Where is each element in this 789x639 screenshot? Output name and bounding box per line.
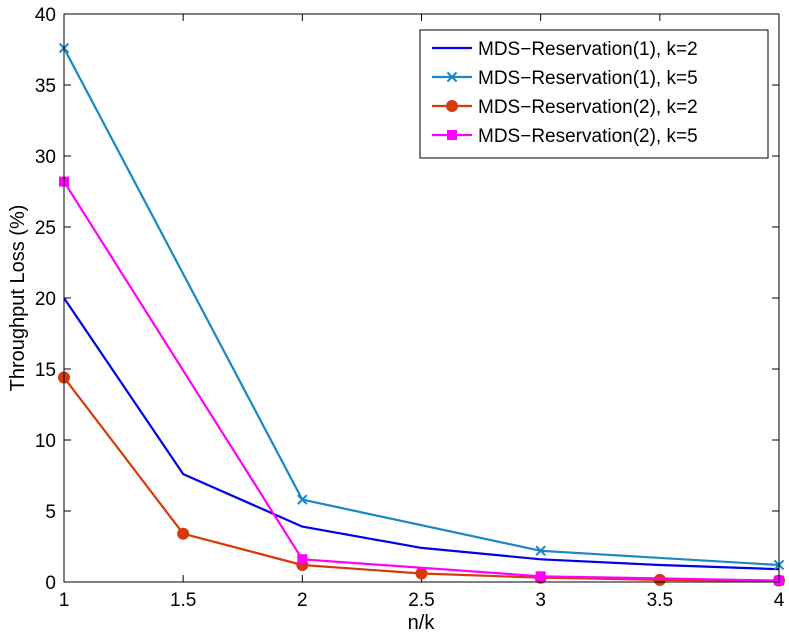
legend-entry-1: MDS−Reservation(1), k=2 <box>432 39 698 60</box>
series-2-point <box>535 545 546 556</box>
series-4-point <box>535 571 546 582</box>
legend-label: MDS−Reservation(2), k=2 <box>478 97 698 118</box>
y-tick-label: 5 <box>45 502 56 523</box>
legend-swatch-marker <box>446 100 458 112</box>
series-2-point-stroke-b <box>297 494 308 505</box>
legend-box <box>419 29 769 159</box>
legend-label: MDS−Reservation(2), k=5 <box>478 126 698 147</box>
x-tick-label: 1.5 <box>170 590 196 611</box>
legend: MDS−Reservation(1), k=2 MDS−Reservation(1… <box>419 29 769 159</box>
x-tick-label: 3.5 <box>647 590 673 611</box>
x-tick-label: 2 <box>297 590 308 611</box>
x-tick-label: 2.5 <box>408 590 434 611</box>
series-2-point-stroke-b <box>535 545 546 556</box>
legend-swatch-marker <box>446 71 458 83</box>
x-tick-label: 1 <box>59 590 70 611</box>
x-tick-label: 4 <box>774 590 785 611</box>
y-axis-label: Throughput Loss (%) <box>7 205 29 392</box>
legend-label: MDS−Reservation(1), k=5 <box>478 68 698 89</box>
y-tick-label: 20 <box>35 289 56 310</box>
legend-swatch-marker <box>447 130 457 140</box>
series-4-point <box>297 554 308 565</box>
series-4-line <box>63 181 780 582</box>
y-tick-label: 30 <box>35 147 56 168</box>
series-3-point <box>653 573 666 586</box>
y-tick-label: 35 <box>35 76 56 97</box>
y-tick-label: 10 <box>35 431 56 452</box>
series-2-point <box>297 494 308 505</box>
legend-entry-4: MDS−Reservation(2), k=5 <box>432 126 698 147</box>
series-2-line <box>63 47 780 567</box>
x-axis-label: n/k <box>408 612 436 634</box>
y-tick-labels: 0 5 10 15 20 25 30 35 40 <box>35 5 56 594</box>
legend-entry-2: MDS−Reservation(1), k=5 <box>432 68 698 89</box>
y-tick-label: 40 <box>35 5 56 26</box>
x-tick-labels: 1 1.5 2 2.5 3 3.5 4 <box>59 590 785 611</box>
legend-label: MDS−Reservation(1), k=2 <box>478 39 698 60</box>
x-tick-label: 3 <box>535 590 546 611</box>
y-tick-label: 25 <box>35 218 56 239</box>
series-2 <box>58 42 785 571</box>
series-3-point <box>177 527 190 540</box>
series-3-point <box>415 567 428 580</box>
legend-swatch-marker-stroke-b <box>446 71 458 83</box>
y-tick-label: 0 <box>45 573 56 594</box>
y-tick-label: 15 <box>35 360 56 381</box>
series-1 <box>63 297 780 571</box>
series-1-line <box>63 297 780 571</box>
plot-frame <box>63 13 780 583</box>
legend-entry-3: MDS−Reservation(2), k=2 <box>432 97 698 118</box>
